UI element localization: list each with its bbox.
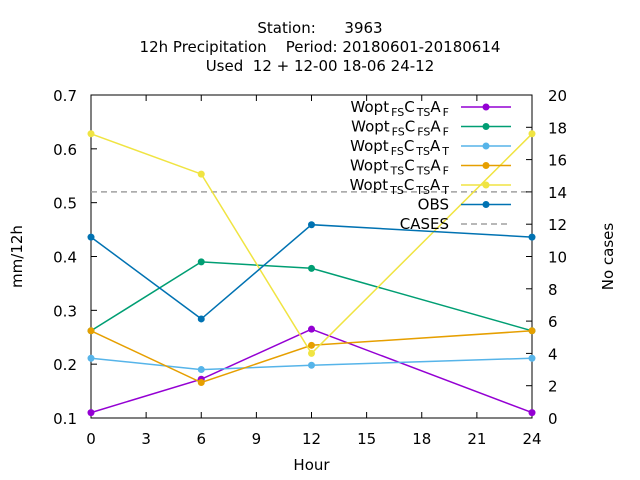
y2-tick-label: 18 (548, 119, 567, 137)
series-point-5 (308, 349, 315, 357)
legend-label: Wopt TSC TSA F (350, 157, 449, 178)
x-tick-label: 24 (522, 430, 541, 448)
series-point-5 (197, 170, 205, 178)
x-tick-label: 15 (357, 430, 376, 448)
legend-label: Wopt TSC TSA T (350, 176, 450, 197)
series-line-3 (90, 357, 533, 371)
plot-frame (90, 94, 533, 419)
chart-title-line: 12h Precipitation Period: 20180601-20180… (140, 38, 501, 56)
series-point-3 (197, 366, 205, 374)
legend-label: OBS (418, 196, 449, 214)
series-point-3 (308, 361, 315, 369)
x-tick-label: 9 (252, 430, 262, 448)
chart-title-line: Used 12 + 12-00 18-06 24-12 (206, 57, 435, 75)
series-point-6 (308, 221, 315, 229)
y-tick-label: 0.6 (53, 141, 77, 159)
legend-marker (482, 181, 490, 189)
series-line-6 (90, 223, 533, 320)
series-line-2 (90, 261, 533, 332)
y2-tick-label: 10 (548, 249, 567, 267)
series-line-4 (90, 330, 533, 384)
y-tick-label: 0.2 (53, 356, 77, 374)
y2-tick-label: 12 (548, 216, 567, 234)
legend-marker (482, 201, 490, 208)
y-tick-label: 0.7 (53, 87, 77, 105)
x-tick-label: 21 (467, 430, 486, 448)
legend-marker (482, 162, 490, 169)
series-point-1 (87, 409, 95, 417)
series-point-6 (87, 233, 95, 241)
x-tick-label: 0 (86, 430, 96, 448)
y-tick-label: 0.5 (53, 195, 77, 213)
legend-marker (482, 142, 490, 150)
series-point-4 (87, 327, 95, 335)
legend-label: CASES (400, 215, 449, 233)
legend-label: Wopt FSC FSA F (351, 118, 449, 139)
series-point-6 (197, 315, 205, 323)
x-tick-label: 6 (196, 430, 206, 448)
legend-label: Wopt FSC TSA T (350, 137, 449, 158)
y2-tick-label: 0 (548, 410, 558, 428)
x-axis-label: Hour (293, 456, 330, 474)
series-line-5 (90, 133, 533, 355)
chart-title-line: Station: 3963 (257, 19, 382, 37)
y2-tick-label: 14 (548, 184, 567, 202)
series-point-5 (87, 130, 95, 138)
y2-tick-label: 8 (548, 281, 558, 299)
series-point-3 (528, 354, 536, 362)
y2-tick-label: 2 (548, 378, 558, 396)
y2-axis-label: No cases (599, 223, 617, 291)
y2-tick-label: 4 (548, 345, 558, 363)
series-point-1 (528, 409, 536, 417)
series-point-2 (197, 258, 205, 266)
series-point-4 (308, 341, 315, 349)
y-tick-label: 0.3 (53, 302, 77, 320)
y2-tick-label: 6 (548, 313, 558, 331)
legend-marker (482, 103, 490, 111)
y-tick-label: 0.4 (53, 249, 77, 267)
series-point-3 (87, 354, 95, 362)
series-point-4 (197, 378, 205, 386)
legend-marker (482, 123, 490, 130)
x-tick-label: 12 (302, 430, 321, 448)
series-point-2 (308, 264, 315, 272)
x-tick-label: 18 (412, 430, 431, 448)
y2-tick-label: 20 (548, 87, 567, 105)
series-line-1 (90, 328, 533, 414)
legend-label: Wopt FSC TSA F (351, 98, 449, 119)
y2-tick-label: 16 (548, 152, 567, 170)
y-axis-label: mm/12h (8, 225, 26, 288)
x-tick-label: 3 (141, 430, 151, 448)
series-point-1 (308, 325, 315, 333)
series-point-4 (528, 327, 536, 335)
series-point-6 (528, 233, 536, 241)
series-point-5 (528, 130, 536, 138)
y-tick-label: 0.1 (53, 410, 77, 428)
